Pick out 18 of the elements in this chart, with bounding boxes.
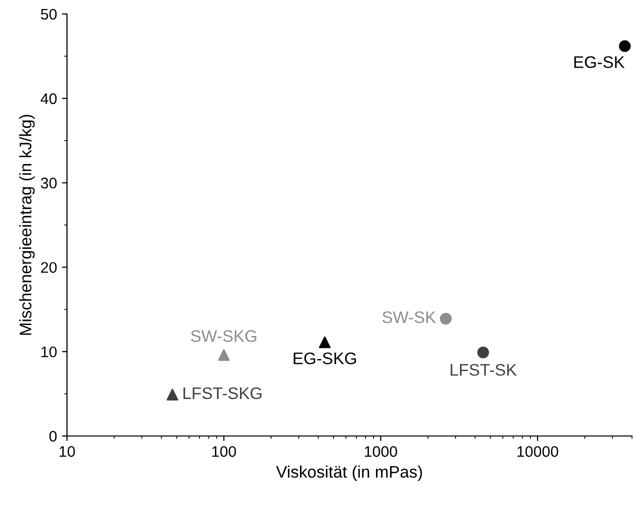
y-tick-label: 50: [40, 8, 57, 20]
x-tick-label: 10000: [517, 446, 558, 457]
x-tick-label: 1000: [364, 446, 398, 457]
x-axis-title: Viskosität (in mPas): [276, 466, 422, 482]
y-tick-label: 20: [41, 262, 57, 273]
series-label: SW-SK: [382, 311, 436, 324]
series-label: SW-SKG: [190, 330, 256, 342]
y-axis-title: Mischenergieeintrag (in kJ/kg): [19, 114, 35, 335]
y-tick-label: 0: [49, 430, 57, 442]
y-tick-label: 30: [40, 178, 57, 188]
series-label: LFST-SK: [450, 364, 517, 376]
y-tick-label: 10: [41, 346, 57, 358]
x-tick-label: 10: [60, 446, 75, 457]
x-tick-label: 100: [212, 446, 236, 457]
series-label: EG-SK: [574, 56, 625, 68]
y-tick-label: 40: [40, 93, 57, 104]
series-label: LFST-SKG: [184, 387, 262, 400]
series-label: EG-SKG: [294, 352, 356, 364]
